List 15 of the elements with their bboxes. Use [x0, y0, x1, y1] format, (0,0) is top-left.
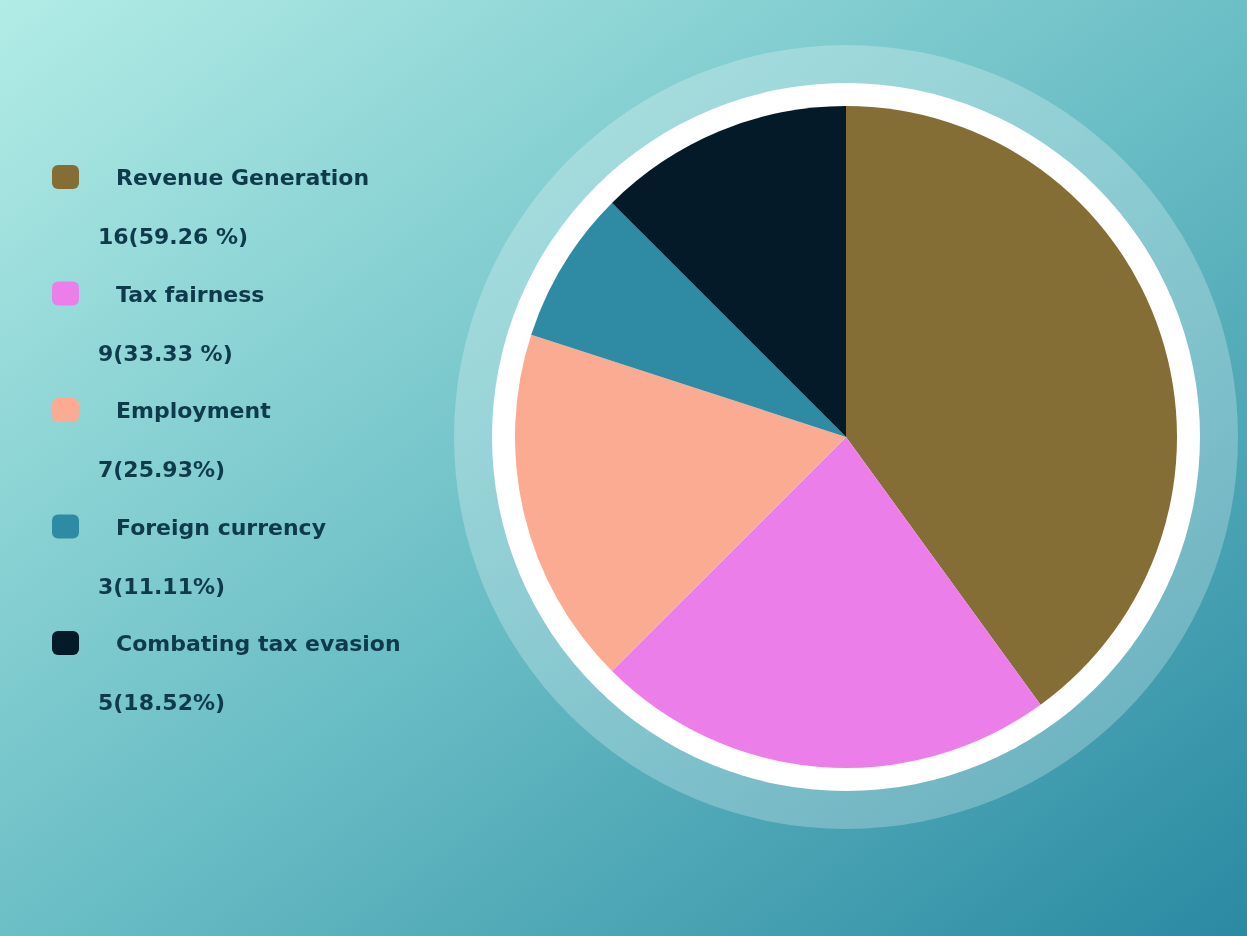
text: 3(11.11%) — [98, 573, 226, 599]
legend-label: Foreign currency — [116, 514, 326, 540]
legend-label: Tax fairness — [116, 281, 265, 307]
text: 5(18.52%) — [98, 690, 226, 715]
pie-slice — [515, 334, 846, 672]
legend-label: Combating tax evasion — [116, 631, 401, 656]
text: 9(33.33 %) — [98, 340, 233, 366]
text: 7(25.93%) — [98, 457, 226, 482]
pie-slice — [611, 106, 846, 437]
legend-label: Employment — [116, 398, 272, 423]
pie-slice — [611, 437, 1041, 768]
pie-slice — [531, 202, 846, 437]
pie-slice — [846, 106, 1177, 705]
legend-label: Revenue Generation — [116, 165, 370, 190]
text: 16(59.26 %) — [98, 224, 249, 249]
